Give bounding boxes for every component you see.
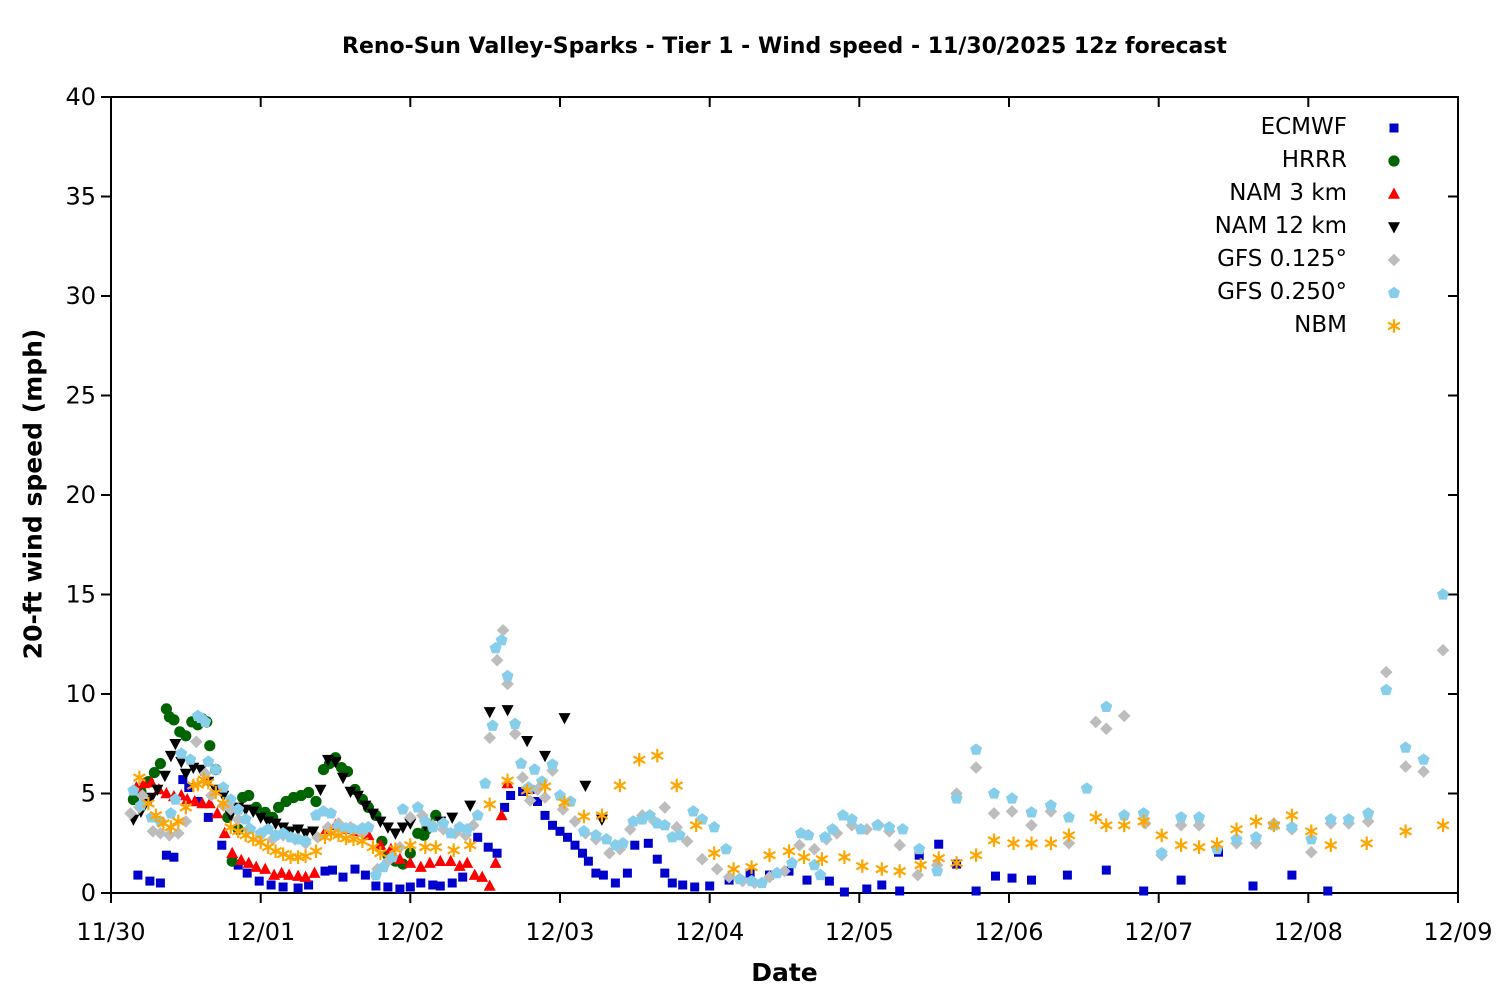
svg-text:12/08: 12/08 [1274,918,1343,946]
svg-text:10: 10 [65,680,96,708]
svg-text:12/06: 12/06 [974,918,1043,946]
legend-item-nbm: NBM [1215,309,1407,342]
legend-label: GFS 0.250° [1217,279,1347,305]
gfs-0-125-marker-icon [1387,253,1401,266]
svg-text:15: 15 [65,581,96,609]
svg-text:20: 20 [65,481,96,509]
legend-item-nam-12-km: NAM 12 km [1215,210,1407,243]
svg-text:0: 0 [81,879,96,907]
x-axis-label: Date [751,958,818,987]
legend-label: NAM 3 km [1229,180,1347,206]
svg-text:5: 5 [81,780,96,808]
legend-label: GFS 0.125° [1217,246,1347,272]
legend-item-nam-3-km: NAM 3 km [1215,177,1407,210]
series-ecmwf [133,775,1333,897]
svg-text:12/01: 12/01 [226,918,295,946]
legend-label: HRRR [1281,147,1347,173]
nbm-marker-icon [1387,318,1401,333]
nam-12-km-marker-icon [1388,221,1400,233]
legend-item-hrrr: HRRR [1215,144,1407,177]
legend-label: NAM 12 km [1214,213,1347,239]
svg-text:12/07: 12/07 [1124,918,1193,946]
x-axis-ticks [110,97,1459,903]
legend-label: NBM [1294,312,1347,338]
svg-text:12/03: 12/03 [525,918,594,946]
svg-text:11/30: 11/30 [76,918,145,946]
legend-label: ECMWF [1260,114,1347,140]
svg-text:12/04: 12/04 [675,918,744,946]
chart-title: Reno-Sun Valley-Sparks - Tier 1 - Wind s… [342,34,1227,59]
series-nbm [132,748,1450,878]
series-gfs-0-250 [127,588,1449,889]
y-axis-label: 20-ft wind speed (mph) [18,328,48,660]
y-axis-ticks [101,96,1458,894]
gfs-0-250-marker-icon [1388,286,1400,298]
svg-text:12/09: 12/09 [1423,918,1492,946]
x-tick-labels: 11/30 12/01 12/02 12/03 12/04 12/05 12/06 12/07… [76,918,1492,946]
legend: ECMWF HRRR NAM 3 km NAM 12 km GFS 0.125° GFS … [1215,111,1407,342]
legend-item-gfs-0-125: GFS 0.125° [1215,243,1407,276]
legend-item-gfs-0-250: GFS 0.250° [1215,276,1407,309]
svg-text:30: 30 [65,282,96,310]
svg-text:12/05: 12/05 [825,918,894,946]
svg-text:25: 25 [65,382,96,410]
legend-item-ecmwf: ECMWF [1215,111,1407,144]
y-tick-labels: 0 5 10 15 20 25 30 35 40 [65,83,96,907]
nam-3-km-marker-icon [1388,187,1400,199]
hrrr-marker-icon [1388,154,1400,167]
svg-text:40: 40 [65,83,96,111]
svg-text:12/02: 12/02 [376,918,445,946]
svg-text:35: 35 [65,183,96,211]
ecmwf-marker-icon [1389,123,1399,132]
